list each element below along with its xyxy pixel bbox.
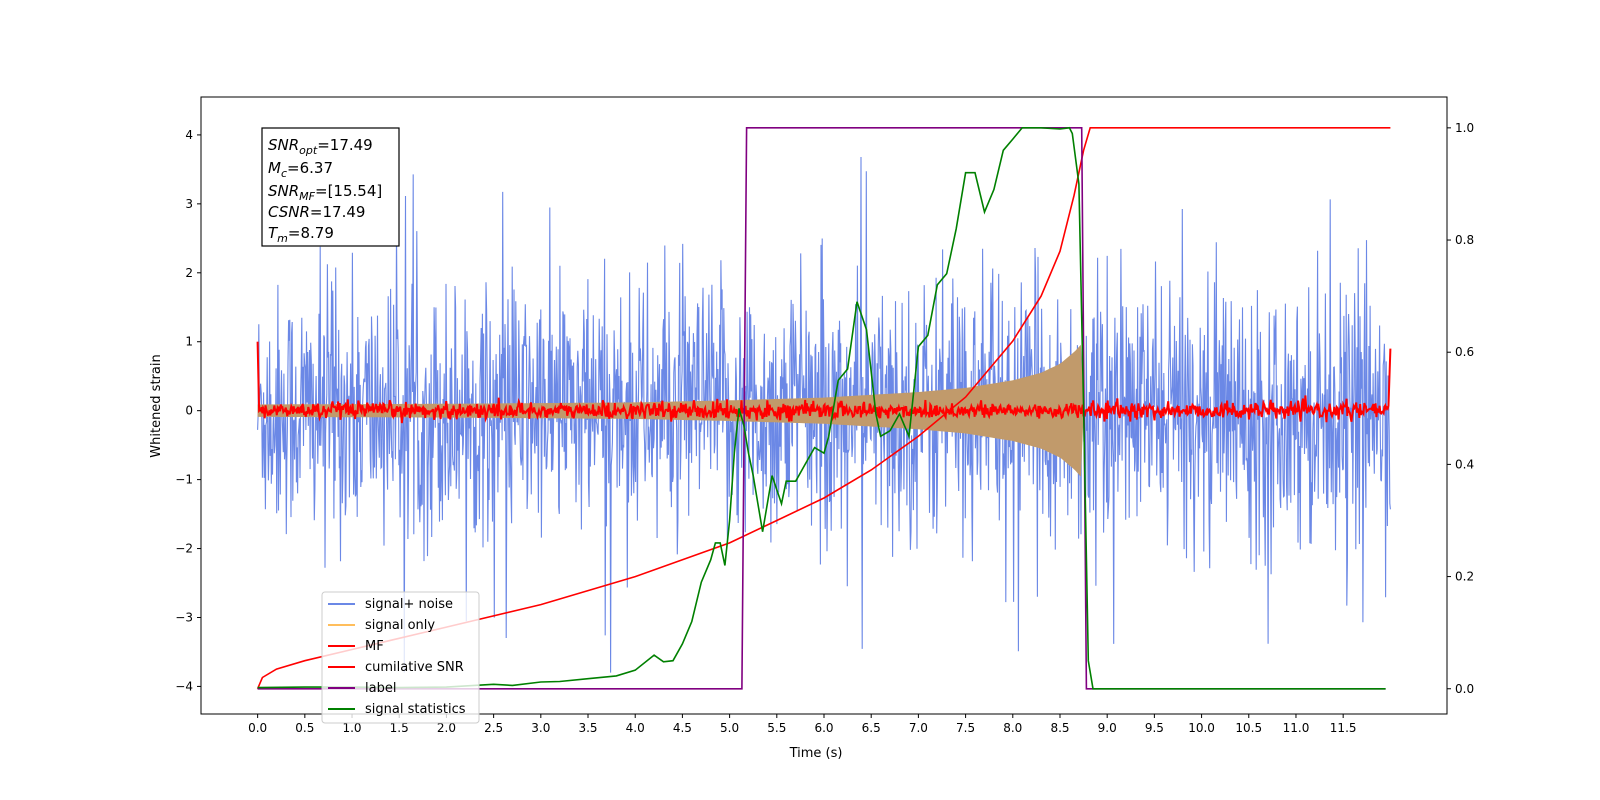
series-signal-noise: [257, 156, 1391, 673]
y-left-tick-label: 4: [185, 128, 193, 142]
x-tick-label: 9.5: [1145, 721, 1164, 735]
y-right-tick-label: 0.4: [1455, 457, 1474, 471]
x-tick-label: 2.0: [437, 721, 456, 735]
y-left-tick-label: 1: [185, 335, 193, 349]
y-left-tick-label: −4: [175, 679, 193, 693]
x-axis-label: Time (s): [789, 746, 843, 761]
x-tick-label: 5.0: [720, 721, 739, 735]
x-tick-label: 11.5: [1330, 721, 1357, 735]
x-tick-label: 7.5: [956, 721, 975, 735]
series-cumilative-snr: [256, 127, 1391, 690]
legend-label: signal+ noise: [365, 597, 453, 612]
x-tick-label: 9.0: [1098, 721, 1117, 735]
x-tick-label: 4.5: [673, 721, 692, 735]
y-left-tick-label: 3: [185, 197, 193, 211]
legend: signal+ noise signal only MF cumilative SNR…: [321, 591, 480, 724]
legend-label: cumilative SNR: [365, 660, 464, 675]
y-axis-label: Whitened strain: [149, 354, 164, 457]
x-tick-label: 11.0: [1283, 721, 1310, 735]
x-tick-label: 6.5: [862, 721, 881, 735]
legend-label: signal statistics: [365, 702, 466, 717]
annotation-frame: [261, 127, 400, 247]
x-tick-label: 8.5: [1050, 721, 1069, 735]
y-right-tick-label: 0.2: [1455, 570, 1474, 584]
snr-annotation-box: SNRopt=17.49Mc=6.37SNRMF=[15.54]CSNR=17.…: [261, 127, 400, 247]
x-tick-label: 1.5: [390, 721, 409, 735]
y-left-tick-label: 0: [185, 404, 193, 418]
legend-frame: [321, 591, 480, 724]
y-left-tick-label: −3: [175, 610, 193, 624]
x-tick-label: 10.0: [1188, 721, 1215, 735]
x-tick-label: 7.0: [909, 721, 928, 735]
x-tick-label: 10.5: [1235, 721, 1262, 735]
series-group: [256, 126, 1392, 690]
legend-label: label: [365, 681, 396, 696]
x-tick-label: 4.0: [626, 721, 645, 735]
x-tick-label: 0.0: [248, 721, 267, 735]
x-tick-label: 5.5: [767, 721, 786, 735]
y-right-tick-label: 0.0: [1455, 682, 1474, 696]
x-tick-label: 3.0: [531, 721, 550, 735]
legend-label: MF: [365, 639, 384, 654]
x-tick-label: 8.0: [1003, 721, 1022, 735]
y-left-tick-label: −2: [175, 542, 193, 556]
x-tick-label: 3.5: [578, 721, 597, 735]
y-left-tick-label: 2: [185, 266, 193, 280]
series-mf: [256, 341, 1392, 424]
x-tick-label: 6.0: [814, 721, 833, 735]
y-right-tick-label: 0.6: [1455, 345, 1474, 359]
x-tick-label: 2.5: [484, 721, 503, 735]
annotation-mc: Mc=6.37: [268, 159, 333, 180]
x-tick-label: 0.5: [295, 721, 314, 735]
x-tick-label: 1.0: [342, 721, 361, 735]
y-left-tick-label: −1: [175, 473, 193, 487]
annotation-csnr: CSNR=17.49: [268, 203, 365, 221]
plot-layer: 0.0 0.5 1.0 1.5 2.0 2.5 3.0 3.5 4.0 4.5 5.0 5.5 6.0 6…: [175, 96, 1474, 735]
y-right-tick-label: 0.8: [1455, 233, 1474, 247]
annotation-snr-opt: SNRopt=17.49: [268, 136, 373, 157]
series-signal-statistics: [257, 126, 1386, 690]
annotation-snr-mf: SNRMF=[15.54]: [268, 182, 382, 203]
legend-label: signal only: [365, 618, 435, 633]
y-right-tick-label: 1.0: [1455, 121, 1474, 135]
annotation-tm: Tm=8.79: [268, 224, 334, 245]
